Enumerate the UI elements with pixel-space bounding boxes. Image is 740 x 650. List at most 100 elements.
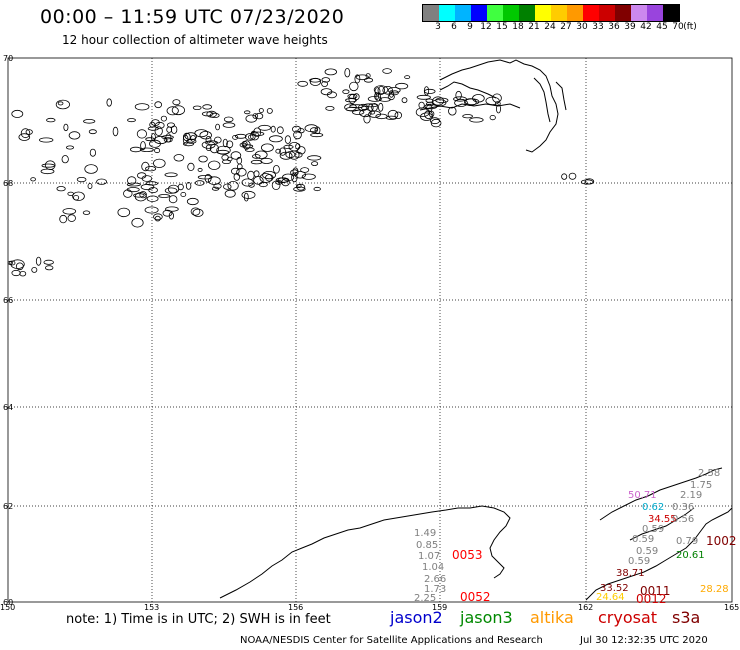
satellite-jason3: jason3: [460, 608, 513, 627]
ice-contour: [55, 99, 71, 110]
ice-contour: [222, 138, 228, 148]
ice-contour: [160, 115, 167, 122]
swh-value: 0.56: [672, 514, 695, 525]
ice-contour: [254, 150, 268, 159]
ice-contour: [201, 111, 214, 117]
ice-contour: [253, 170, 260, 178]
swh-value: 1.73: [424, 584, 447, 595]
ice-contour: [154, 215, 161, 222]
swh-value: 0.85: [416, 540, 439, 551]
ice-contour: [268, 135, 283, 143]
ice-contour: [387, 93, 395, 101]
ice-contour: [354, 74, 361, 84]
ice-contour: [215, 123, 221, 131]
color-swatch: [423, 5, 439, 21]
ice-contour: [123, 189, 133, 198]
ice-contour: [139, 147, 154, 152]
ice-contour: [382, 86, 394, 95]
ice-contour: [41, 163, 55, 168]
ice-contour: [186, 197, 199, 206]
ice-contour: [363, 77, 374, 83]
ice-contour: [288, 141, 301, 152]
ice-contour: [394, 111, 402, 119]
ice-contour: [404, 75, 411, 79]
ice-contour: [247, 170, 255, 180]
latitude-label: 66: [3, 296, 14, 305]
ice-contour: [489, 115, 496, 121]
color-scale-label: 42: [640, 22, 652, 32]
ice-contour: [365, 73, 371, 79]
ice-contour: [205, 140, 219, 146]
swh-value: 2.66: [424, 574, 447, 585]
ice-contour: [418, 101, 425, 109]
swh-value: 1.04: [422, 562, 445, 573]
longitude-label: 150: [0, 603, 16, 612]
color-swatch: [551, 5, 567, 21]
ice-contour: [18, 133, 31, 141]
ice-contour: [158, 194, 171, 198]
ice-contour: [172, 99, 181, 106]
ice-contour: [223, 183, 232, 190]
longitude-label: 156: [288, 603, 304, 612]
ice-contour: [182, 141, 194, 147]
ice-contour: [495, 104, 501, 114]
color-scale-label: 15: [496, 22, 508, 32]
ice-contour: [211, 186, 220, 191]
swh-value: 0.79: [676, 536, 699, 547]
ice-contour: [373, 85, 389, 95]
ice-contour: [266, 108, 273, 114]
ice-contour: [295, 184, 302, 189]
ice-contour: [197, 167, 203, 172]
ice-contour: [227, 156, 233, 162]
ice-contour: [192, 208, 204, 217]
latitude-label: 64: [3, 403, 14, 412]
ice-contour: [190, 134, 197, 142]
ice-contour: [279, 151, 293, 160]
ice-contour: [223, 116, 234, 123]
swh-value: 0.36: [672, 502, 695, 513]
ice-contour: [387, 86, 401, 94]
ice-contour: [243, 110, 251, 115]
ice-contour: [209, 144, 219, 154]
ice-contour: [146, 195, 159, 202]
ice-contour: [96, 178, 107, 185]
color-scale-bar: [422, 4, 680, 22]
ice-contour: [166, 106, 179, 116]
color-scale-label: 36: [608, 22, 620, 32]
longitude-label: 162: [578, 603, 594, 612]
satellite-s3a: s3a: [672, 608, 701, 627]
ice-contour: [192, 105, 202, 110]
swh-value: 0012: [636, 592, 667, 606]
map-frame: [7, 57, 733, 603]
ice-contour: [222, 122, 236, 128]
swh-value: 2.25: [414, 593, 437, 604]
ice-contour: [106, 98, 112, 107]
ice-contour: [136, 129, 147, 139]
color-swatch: [439, 5, 455, 21]
color-swatch: [519, 5, 535, 21]
ice-contour: [141, 175, 153, 182]
ice-contour: [435, 97, 449, 104]
ice-contour: [241, 178, 254, 187]
ice-contour: [485, 96, 500, 106]
swh-value: 50.71: [628, 490, 657, 501]
ice-contour: [187, 162, 195, 171]
color-scale-label: 9: [467, 22, 473, 32]
ice-contour: [425, 98, 434, 103]
color-swatch: [487, 5, 503, 21]
ice-contour: [469, 117, 484, 123]
ice-contour: [46, 117, 56, 123]
ice-contour: [300, 167, 310, 173]
ice-contour: [205, 144, 212, 151]
ice-contour: [283, 144, 294, 149]
ice-contour: [453, 96, 467, 102]
ice-contour: [230, 151, 242, 160]
ice-contour: [154, 121, 165, 129]
longitude-label: 165: [724, 603, 740, 612]
ice-contour: [424, 88, 436, 94]
ice-contour: [290, 169, 299, 176]
ice-contour: [226, 140, 234, 149]
ice-contour: [112, 126, 119, 137]
ice-contour: [375, 113, 388, 120]
ice-contour: [429, 117, 440, 125]
